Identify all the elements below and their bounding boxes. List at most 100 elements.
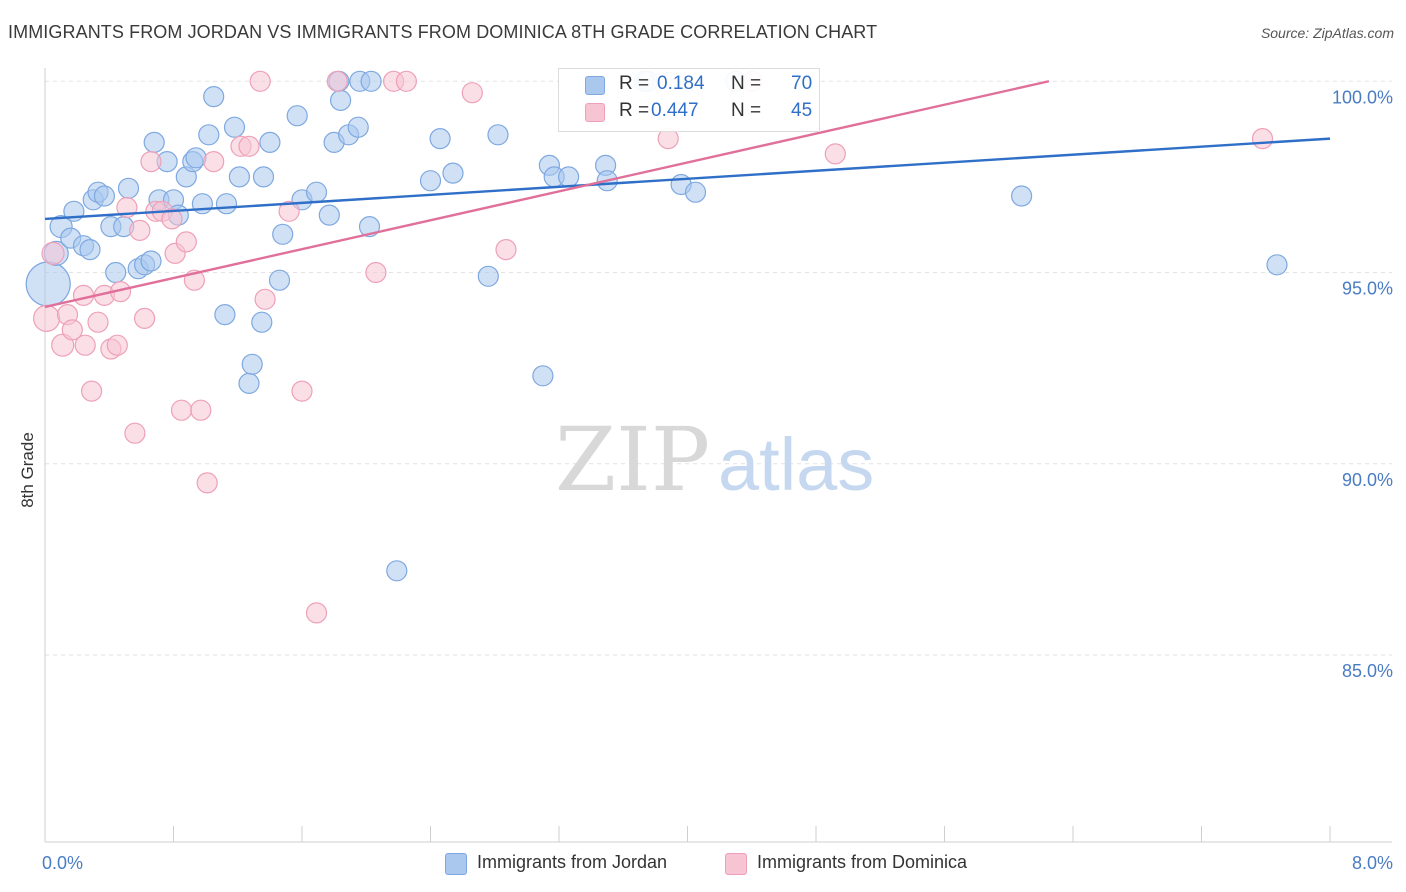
- point-jordan-31: [228, 166, 250, 188]
- point-dominica-43: [824, 143, 846, 165]
- jordan-legend-swatch: [445, 853, 467, 875]
- point-jordan-24: [185, 147, 207, 169]
- point-dominica-39: [461, 82, 483, 104]
- point-dominica-20: [161, 208, 183, 230]
- r-label: R =: [619, 100, 650, 121]
- point-jordan-34: [251, 311, 273, 333]
- point-jordan-36: [259, 131, 281, 153]
- point-jordan-52: [419, 170, 442, 192]
- y-tick-label-100: 100.0%: [1332, 87, 1393, 107]
- jordan-swatch: [585, 76, 605, 95]
- point-dominica-30: [249, 70, 271, 92]
- point-jordan-13: [117, 177, 140, 199]
- watermark-atlas: atlas: [718, 423, 874, 506]
- point-dominica-34: [305, 602, 328, 624]
- point-dominica-33: [291, 380, 313, 402]
- point-dominica-17: [140, 151, 162, 173]
- stats-legend: R = 0.184 N = 70 R = 0.447 N = 45: [558, 68, 820, 132]
- source-label: Source: ZipAtlas.com: [1260, 25, 1394, 41]
- point-dominica-32: [278, 200, 300, 222]
- point-jordan-35: [252, 166, 275, 188]
- point-jordan-39: [286, 105, 308, 127]
- point-jordan-47: [347, 116, 369, 138]
- point-jordan-16: [140, 250, 162, 272]
- point-jordan-55: [477, 265, 499, 287]
- point-jordan-50: [358, 216, 381, 238]
- y-tick-label-95: 95.0%: [1342, 279, 1393, 299]
- point-dominica-0: [32, 304, 61, 332]
- point-dominica-36: [365, 261, 387, 284]
- point-dominica-14: [124, 422, 146, 444]
- point-dominica-7: [80, 380, 103, 402]
- point-dominica-27: [203, 151, 225, 173]
- point-dominica-29: [238, 135, 260, 157]
- n-label: N =: [731, 73, 762, 94]
- point-dominica-35: [326, 70, 348, 92]
- point-jordan-6: [79, 239, 101, 261]
- point-dominica-22: [170, 399, 193, 421]
- watermark-zip: ZIP: [555, 408, 710, 511]
- point-dominica-15: [129, 219, 151, 241]
- point-jordan-27: [203, 85, 225, 108]
- trend-line-jordan: [44, 137, 1331, 221]
- trend-lines: [44, 80, 1331, 309]
- point-jordan-11: [105, 261, 127, 284]
- point-jordan-68: [1010, 185, 1033, 207]
- point-jordan-26: [198, 124, 220, 146]
- legend-label-dominica: Immigrants from Dominica: [757, 852, 968, 872]
- point-jordan-32: [238, 372, 260, 394]
- dominica-swatch: [585, 103, 605, 122]
- n-label: N =: [731, 100, 762, 121]
- point-dominica-26: [196, 472, 218, 494]
- point-jordan-29: [214, 304, 236, 326]
- point-jordan-56: [487, 124, 509, 146]
- legend-label-jordan: Immigrants from Jordan: [477, 852, 668, 872]
- dominica-legend-swatch: [725, 853, 747, 875]
- point-dominica-8: [87, 311, 109, 333]
- x-tick-label-max: 8.0%: [1352, 853, 1393, 873]
- point-jordan-51: [386, 560, 408, 582]
- point-dominica-5: [72, 284, 95, 306]
- point-dominica-11: [106, 334, 128, 356]
- point-jordan-42: [318, 204, 340, 226]
- point-dominica-38: [395, 70, 417, 92]
- y-tick-label-90: 90.0%: [1342, 470, 1393, 490]
- point-dominica-25: [190, 399, 212, 421]
- y-tick-label-85: 85.0%: [1342, 661, 1393, 681]
- watermark: ZIP atlas: [555, 408, 874, 511]
- point-jordan-60: [557, 166, 580, 188]
- point-jordan-30: [223, 116, 246, 138]
- point-jordan-38: [272, 223, 294, 245]
- point-jordan-57: [532, 365, 554, 387]
- point-jordan-49: [360, 70, 382, 92]
- point-jordan-0: [25, 261, 71, 307]
- n-value: 45: [791, 100, 813, 121]
- tick-labels: 85.0% 90.0% 95.0% 100.0% 0.0% 8.0%: [42, 87, 1393, 873]
- point-jordan-28: [215, 193, 238, 215]
- point-jordan-33: [241, 353, 263, 375]
- point-dominica-4: [61, 319, 83, 341]
- point-dominica-31: [254, 288, 276, 310]
- point-dominica-6: [74, 334, 96, 356]
- point-jordan-17: [143, 131, 165, 153]
- point-jordan-9: [93, 185, 116, 207]
- point-jordan-41: [305, 181, 328, 203]
- point-dominica-40: [495, 239, 517, 261]
- point-jordan-45: [330, 89, 352, 112]
- r-value: 0.447: [651, 100, 699, 121]
- point-dominica-1: [41, 241, 65, 265]
- axes: [44, 68, 1392, 843]
- point-jordan-66: [684, 181, 707, 203]
- n-value: 70: [791, 73, 813, 94]
- point-dominica-16: [134, 307, 156, 329]
- x-tick-label-min: 0.0%: [42, 853, 83, 873]
- chart-title: IMMIGRANTS FROM JORDAN VS IMMIGRANTS FRO…: [8, 22, 878, 42]
- r-value: 0.184: [657, 73, 705, 94]
- point-jordan-53: [429, 128, 451, 150]
- trend-line-dominica: [44, 80, 1050, 309]
- data-points: [25, 70, 1288, 624]
- point-dominica-23: [175, 231, 197, 253]
- point-jordan-37: [268, 269, 291, 291]
- point-dominica-44: [1251, 128, 1274, 150]
